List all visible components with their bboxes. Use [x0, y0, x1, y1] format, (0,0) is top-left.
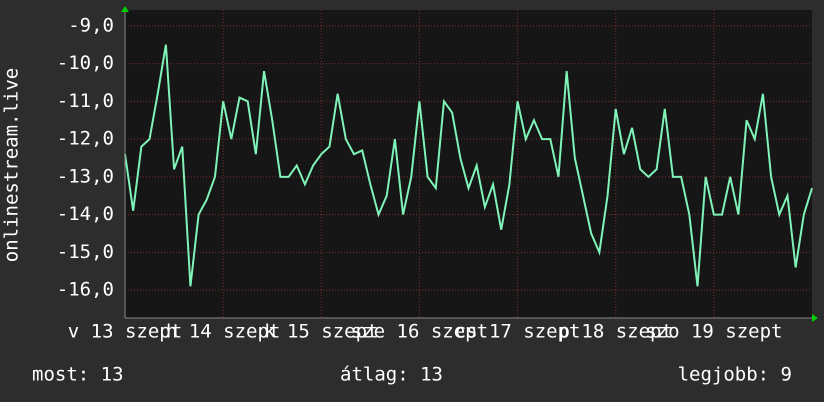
- y-tick-label: -9,0: [68, 14, 114, 36]
- x-arrow: [812, 314, 818, 322]
- marks: [124, 44, 813, 287]
- y-tick-label: -10,0: [57, 52, 114, 74]
- footer-best: legjobb: 9: [678, 364, 792, 386]
- footer-average: átlag: 13: [340, 364, 443, 386]
- x-tick-label: cs 17 szept: [455, 321, 581, 343]
- y-tick-label: -15,0: [57, 241, 114, 263]
- y-tick-label: -13,0: [57, 165, 114, 187]
- x-tick-label: p 18 szept: [559, 321, 673, 343]
- y-tick-label: -14,0: [57, 203, 114, 225]
- y-tick-label: -11,0: [57, 90, 114, 112]
- x-tick-label: szo 19 szept: [645, 321, 782, 343]
- y-axis-label: onlinestream.live: [1, 68, 23, 262]
- x-tick-label: v 13 szept: [68, 321, 182, 343]
- x-tick-label: k 15 szept: [264, 321, 378, 343]
- y-arrow: [121, 6, 129, 12]
- x-tick-label: sze 16 szept: [351, 321, 488, 343]
- y-tick-label: -16,0: [57, 279, 114, 301]
- plot-area: [125, 10, 812, 318]
- footer-current: most: 13: [32, 364, 124, 386]
- x-tick-label: h 14 szept: [166, 321, 280, 343]
- y-tick-label: -12,0: [57, 128, 114, 150]
- series-line: [124, 44, 813, 287]
